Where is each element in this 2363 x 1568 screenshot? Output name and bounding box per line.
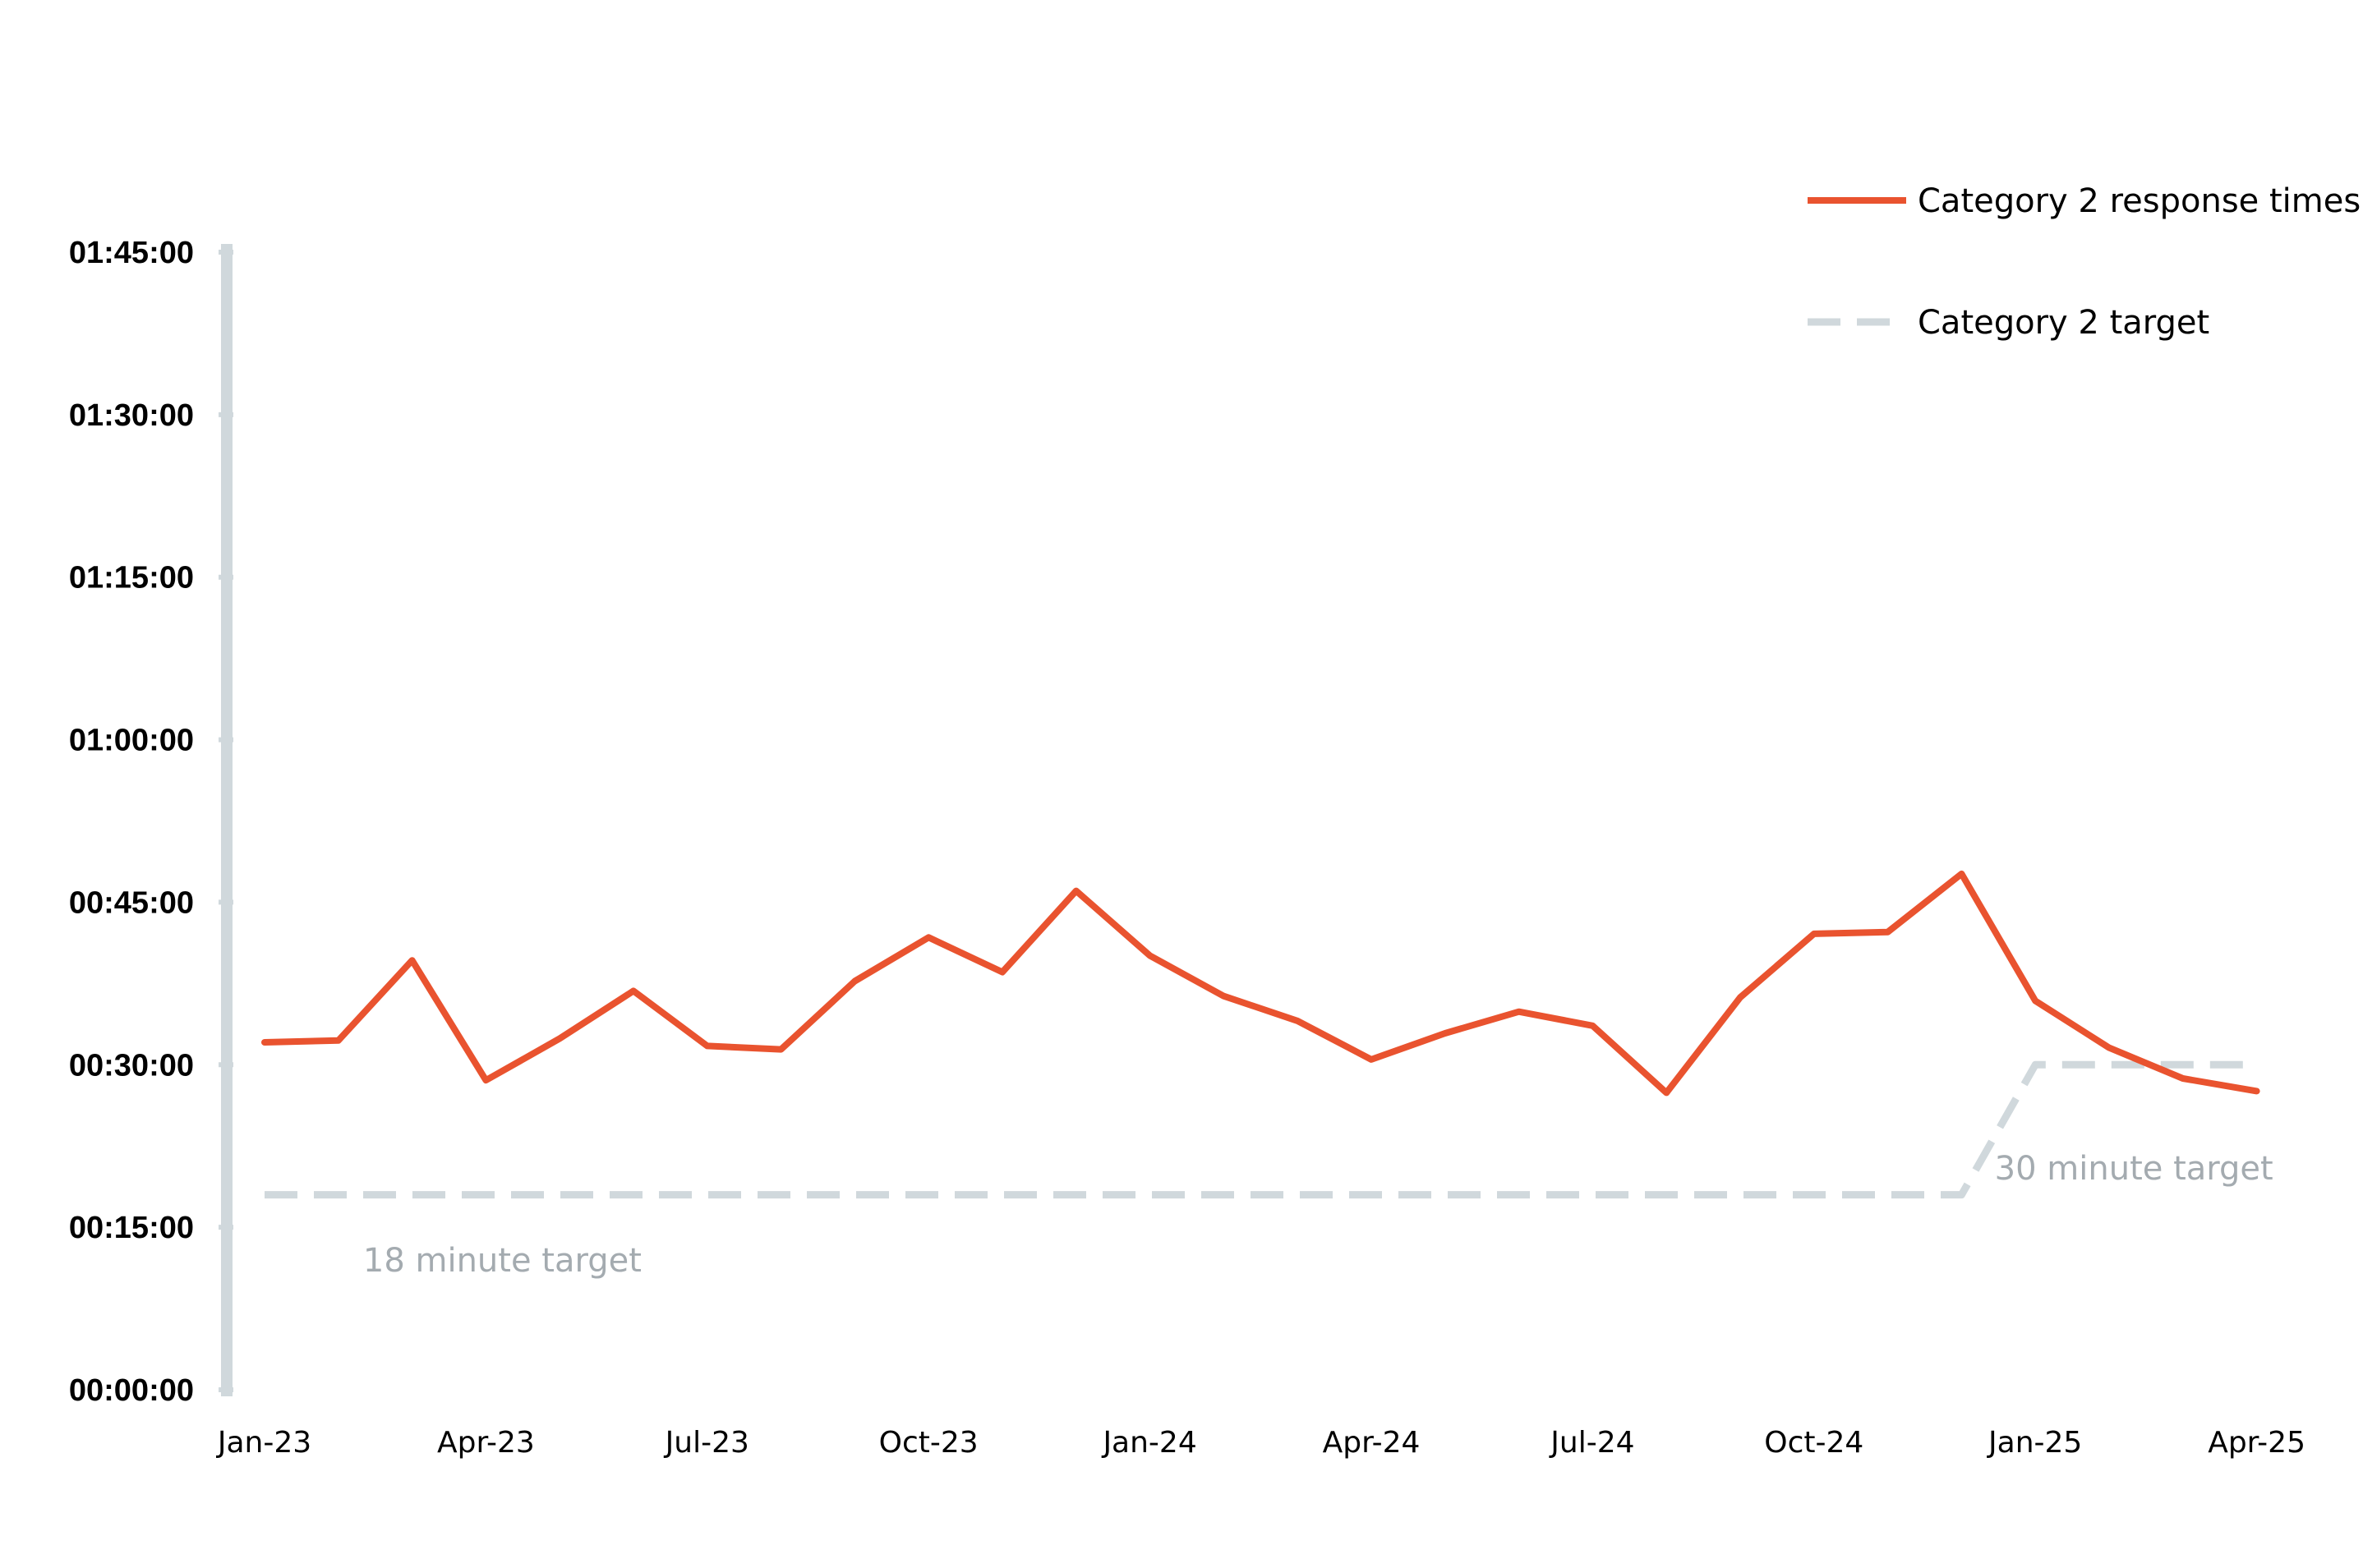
x-tick-label: Jan-25 bbox=[1987, 1426, 2082, 1460]
x-tick-label: Jul-23 bbox=[664, 1426, 749, 1460]
y-tick-label: 01:30:00 bbox=[69, 398, 194, 433]
y-tick-label: 00:45:00 bbox=[69, 885, 194, 920]
annotation-18-minute: 18 minute target bbox=[363, 1242, 642, 1280]
x-tick-label: Oct-24 bbox=[1764, 1426, 1863, 1460]
y-tick-label: 00:30:00 bbox=[69, 1048, 194, 1083]
legend: Category 2 response times Category 2 targ… bbox=[1808, 182, 2361, 342]
y-tick-label: 00:00:00 bbox=[69, 1373, 194, 1408]
response-times-line bbox=[261, 870, 2260, 1097]
series-layer bbox=[261, 870, 2260, 1199]
annotation-30-minute: 30 minute target bbox=[1995, 1150, 2273, 1188]
x-tick-label: Oct-23 bbox=[879, 1426, 979, 1460]
legend-label: Category 2 target bbox=[1918, 304, 2209, 342]
x-tick-label: Apr-23 bbox=[437, 1426, 535, 1460]
x-tick-label: Apr-24 bbox=[1323, 1426, 1421, 1460]
legend-label: Category 2 response times bbox=[1918, 182, 2361, 220]
y-axis: 00:00:00 00:15:00 00:30:00 00:45:00 01:00:00… bbox=[69, 236, 233, 1408]
y-tick-label: 01:15:00 bbox=[69, 561, 194, 595]
x-tick-label: Jul-24 bbox=[1549, 1426, 1634, 1460]
x-tick-label: Apr-25 bbox=[2208, 1426, 2305, 1460]
x-tick-label: Jan-23 bbox=[216, 1426, 311, 1460]
y-tick-label: 00:15:00 bbox=[69, 1211, 194, 1245]
x-axis: Jan-23 Apr-23 Jul-23 Oct-23 Jan-24 Apr-24 Jul-… bbox=[216, 1426, 2305, 1460]
y-tick-label: 01:00:00 bbox=[69, 724, 194, 758]
y-tick-label: 01:45:00 bbox=[69, 236, 194, 270]
annotations: 18 minute target 30 minute target bbox=[363, 1150, 2273, 1280]
x-tick-label: Jan-24 bbox=[1101, 1426, 1196, 1460]
target-line bbox=[265, 1060, 2257, 1199]
